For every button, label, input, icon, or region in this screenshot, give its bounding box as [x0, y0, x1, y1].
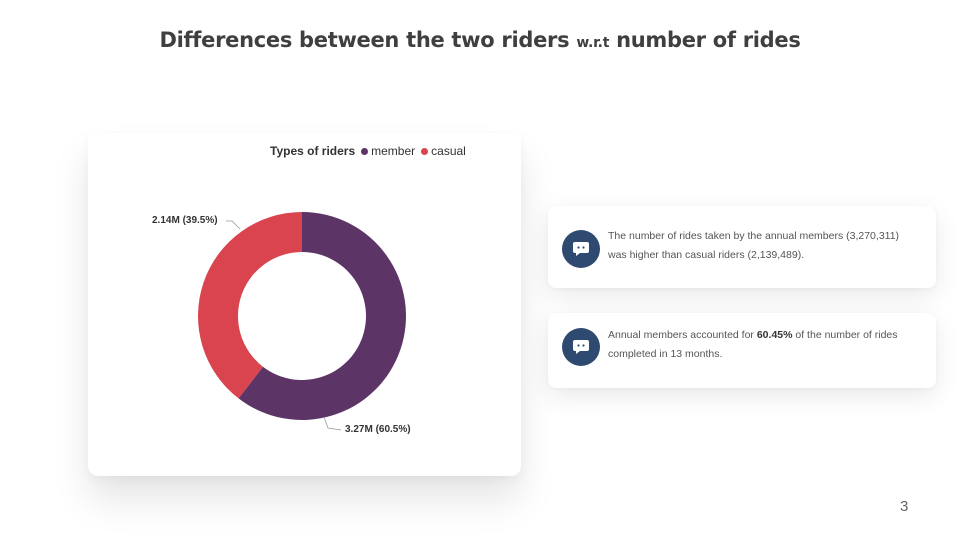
- insight-badge-2: [562, 328, 600, 366]
- page-title: Differences between the two riders w.r.t…: [0, 28, 960, 52]
- title-text-2: number of rides: [609, 28, 801, 52]
- legend-dot-member: [361, 147, 369, 155]
- chat-bubble-icon: [573, 340, 589, 354]
- insight-text-2-bold: 60.45%: [756, 329, 793, 341]
- page-number: 3: [900, 498, 909, 515]
- title-text-1: Differences between the two riders: [159, 28, 577, 52]
- leader-line-casual: [226, 220, 241, 230]
- legend-title: Types of riders: [270, 144, 356, 158]
- data-label-member: 3.27M (60.5%): [345, 424, 411, 435]
- insight-badge-1: [562, 230, 600, 268]
- legend-dot-casual: [421, 147, 429, 155]
- insight-text-1: The number of rides taken by the annual …: [608, 230, 900, 261]
- insight-card-1: The number of rides taken by the annual …: [548, 206, 936, 288]
- insight-text-2-b: of the number of rides completed in 13 m…: [608, 329, 898, 360]
- legend-label-casual: casual: [431, 144, 466, 158]
- legend-item-casual: casual: [421, 144, 466, 158]
- legend-label-member: member: [371, 144, 416, 158]
- legend-item-member: member: [361, 144, 415, 158]
- insight-text-2: Annual members accounted for 60.45% of t…: [608, 326, 908, 364]
- chart-legend: Types of riders member casual: [270, 144, 472, 158]
- leader-line-member: [323, 416, 342, 431]
- insight-text-2-a: Annual members accounted for: [608, 329, 757, 341]
- slice-casual: [198, 212, 302, 399]
- slice-member: [238, 212, 406, 420]
- chat-bubble-icon: [573, 242, 589, 256]
- title-text-small: w.r.t: [576, 35, 610, 51]
- insight-card-2: Annual members accounted for 60.45% of t…: [548, 313, 936, 388]
- data-label-casual: 2.14M (39.5%): [152, 215, 218, 226]
